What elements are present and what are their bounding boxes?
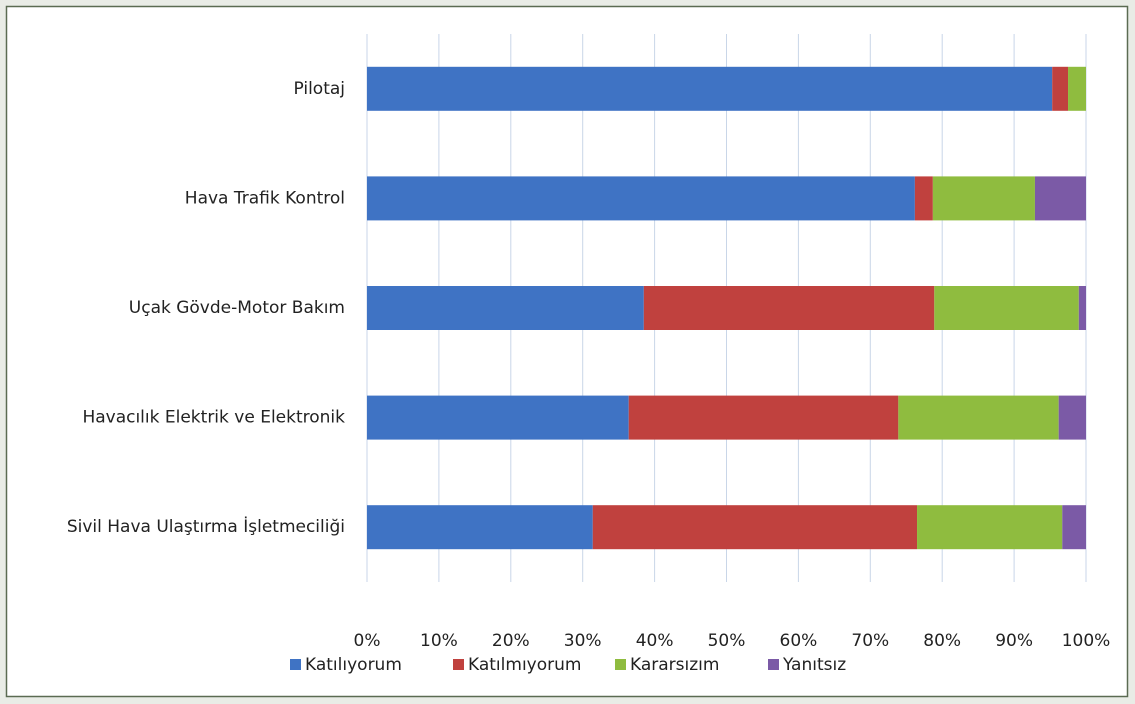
x-tick-label: 50%	[708, 631, 746, 651]
bar-segment	[592, 505, 918, 550]
legend-label: Katılıyorum	[305, 655, 402, 675]
legend-swatch	[615, 659, 626, 670]
bar-segment	[914, 176, 933, 221]
legend-label: Katılmıyorum	[468, 655, 581, 675]
x-tick-label: 60%	[780, 631, 818, 651]
x-tick-label: 10%	[420, 631, 458, 651]
y-tick-label: Sivil Hava Ulaştırma İşletmeciliği	[67, 516, 345, 537]
x-tick-label: 0%	[354, 631, 381, 651]
y-tick-label: Havacılık Elektrik ve Elektronik	[82, 408, 345, 428]
bar-segment	[898, 395, 1059, 440]
bar-segment	[917, 505, 1063, 550]
chart-frame	[5, 5, 1129, 698]
legend-swatch	[290, 659, 301, 670]
bar-segment	[1058, 395, 1086, 440]
bar-segment	[932, 176, 1035, 221]
bar-segment	[934, 286, 1079, 330]
y-tick-label: Pilotaj	[293, 79, 345, 99]
bar-segment	[367, 286, 644, 330]
legend-label: Kararsızım	[630, 655, 719, 675]
bar-segment	[367, 505, 593, 550]
x-tick-label: 70%	[851, 631, 889, 651]
bar-segment	[643, 286, 935, 330]
bar-segment	[367, 395, 629, 440]
legend-swatch	[768, 659, 779, 670]
bar-segment	[1034, 176, 1086, 221]
bar-segment	[1078, 286, 1086, 330]
x-tick-label: 40%	[636, 631, 674, 651]
legend-swatch	[453, 659, 464, 670]
bar-segment	[1068, 66, 1086, 111]
x-tick-label: 30%	[564, 631, 602, 651]
x-tick-label: 90%	[995, 631, 1033, 651]
x-tick-label: 100%	[1062, 631, 1111, 651]
bar-segment	[1062, 505, 1086, 550]
bar-segment	[628, 395, 899, 440]
y-tick-label: Hava Trafik Kontrol	[185, 188, 345, 208]
y-tick-label: Uçak Gövde-Motor Bakım	[129, 298, 345, 318]
bar-segment	[367, 176, 915, 221]
bar-segment	[1052, 66, 1069, 111]
bar-segment	[367, 66, 1053, 111]
legend-label: Yanıtsız	[782, 655, 846, 675]
x-tick-label: 20%	[492, 631, 530, 651]
x-tick-label: 80%	[923, 631, 961, 651]
